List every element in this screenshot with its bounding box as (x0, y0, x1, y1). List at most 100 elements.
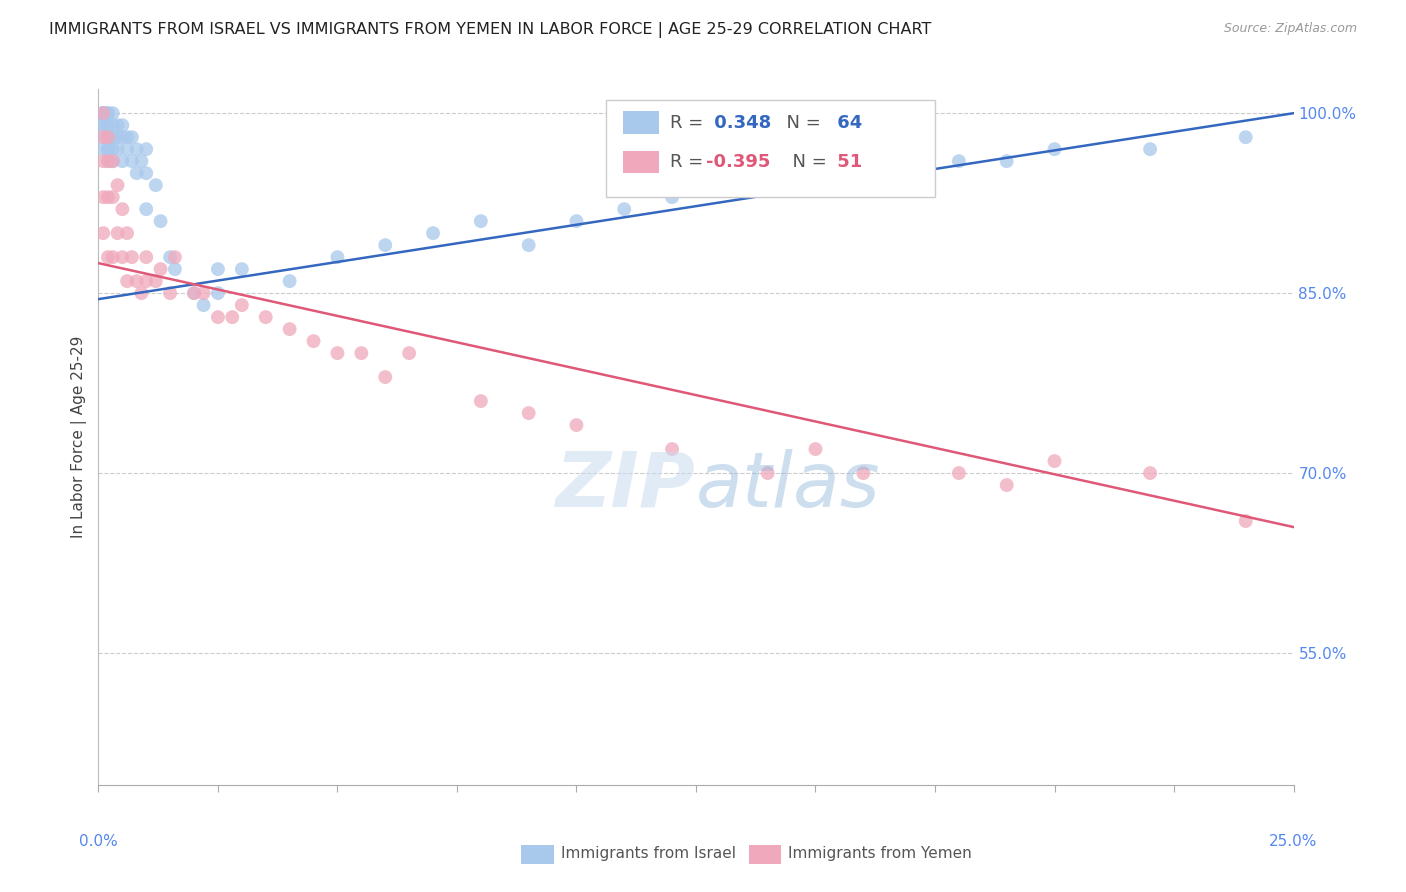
Point (97, 154, 120, 169)
Point (1139, 466, 1161, 480)
Point (125, 274, 148, 288)
Point (135, 166, 157, 180)
Text: Immigrants from Yemen: Immigrants from Yemen (787, 846, 972, 861)
Text: 51: 51 (831, 153, 862, 171)
Point (661, 442, 683, 456)
Point (91, 106, 114, 120)
Point (135, 274, 157, 288)
Point (125, 142, 148, 156)
Y-axis label: In Labor Force | Age 25-29: In Labor Force | Age 25-29 (72, 336, 87, 538)
FancyBboxPatch shape (748, 845, 780, 863)
Text: N =: N = (780, 153, 832, 171)
Text: N =: N = (775, 113, 827, 132)
Point (193, 298, 215, 312)
FancyBboxPatch shape (623, 112, 659, 134)
Point (159, 250, 181, 264)
Point (135, 142, 157, 156)
Point (1139, 142, 1161, 156)
Point (101, 106, 124, 120)
Point (101, 154, 124, 169)
Point (149, 262, 172, 277)
Point (565, 214, 588, 228)
Point (193, 286, 215, 301)
Point (101, 118, 124, 132)
Point (948, 466, 970, 480)
Point (231, 262, 253, 277)
Point (900, 166, 922, 180)
Point (565, 418, 588, 433)
Point (517, 406, 540, 420)
Point (91, 130, 114, 145)
Text: -0.395: -0.395 (706, 153, 770, 171)
Point (91, 142, 114, 156)
Point (709, 178, 731, 193)
Point (107, 178, 129, 193)
Point (91, 130, 114, 145)
Point (278, 274, 301, 288)
Point (111, 154, 134, 169)
Point (278, 322, 301, 336)
Point (183, 286, 205, 301)
Point (121, 154, 143, 169)
Point (115, 274, 138, 288)
Point (350, 346, 373, 360)
Point (756, 466, 779, 480)
Point (207, 262, 229, 277)
Point (91, 106, 114, 120)
Point (107, 130, 129, 145)
Point (131, 286, 153, 301)
Point (97, 130, 120, 145)
Point (115, 130, 138, 145)
Text: 25.0%: 25.0% (1270, 834, 1317, 848)
Text: Immigrants from Israel: Immigrants from Israel (561, 846, 735, 861)
Point (661, 190, 683, 204)
Point (398, 346, 420, 360)
Text: IMMIGRANTS FROM ISRAEL VS IMMIGRANTS FROM YEMEN IN LABOR FORCE | AGE 25-29 CORRE: IMMIGRANTS FROM ISRAEL VS IMMIGRANTS FRO… (49, 22, 932, 38)
Point (207, 310, 229, 325)
Point (97, 250, 120, 264)
Point (135, 202, 157, 216)
Point (131, 154, 153, 169)
Point (254, 310, 277, 325)
Point (422, 226, 444, 240)
Text: R =: R = (669, 153, 709, 171)
Point (101, 154, 124, 169)
Point (97, 154, 120, 169)
Point (1234, 514, 1257, 528)
FancyBboxPatch shape (606, 100, 935, 197)
Point (995, 478, 1018, 492)
Point (91, 118, 114, 132)
Text: R =: R = (669, 113, 709, 132)
Text: 0.348: 0.348 (709, 113, 770, 132)
Point (111, 202, 134, 216)
Point (91, 106, 114, 120)
Point (374, 238, 396, 252)
FancyBboxPatch shape (522, 845, 554, 863)
Point (302, 334, 325, 348)
Point (91, 106, 114, 120)
Point (97, 106, 120, 120)
Text: 64: 64 (831, 113, 862, 132)
Point (91, 118, 114, 132)
Point (1043, 454, 1066, 468)
Point (1043, 142, 1066, 156)
Point (111, 130, 134, 145)
Point (97, 130, 120, 145)
Point (97, 190, 120, 204)
Point (97, 142, 120, 156)
Point (91, 106, 114, 120)
Point (231, 298, 253, 312)
Point (207, 286, 229, 301)
Point (101, 250, 124, 264)
Point (97, 106, 120, 120)
Point (149, 214, 172, 228)
Point (804, 442, 827, 456)
Point (221, 310, 243, 325)
Point (107, 142, 129, 156)
Point (101, 142, 124, 156)
Point (115, 226, 138, 240)
Point (948, 154, 970, 169)
Point (183, 286, 205, 301)
Point (852, 466, 875, 480)
Point (91, 190, 114, 204)
